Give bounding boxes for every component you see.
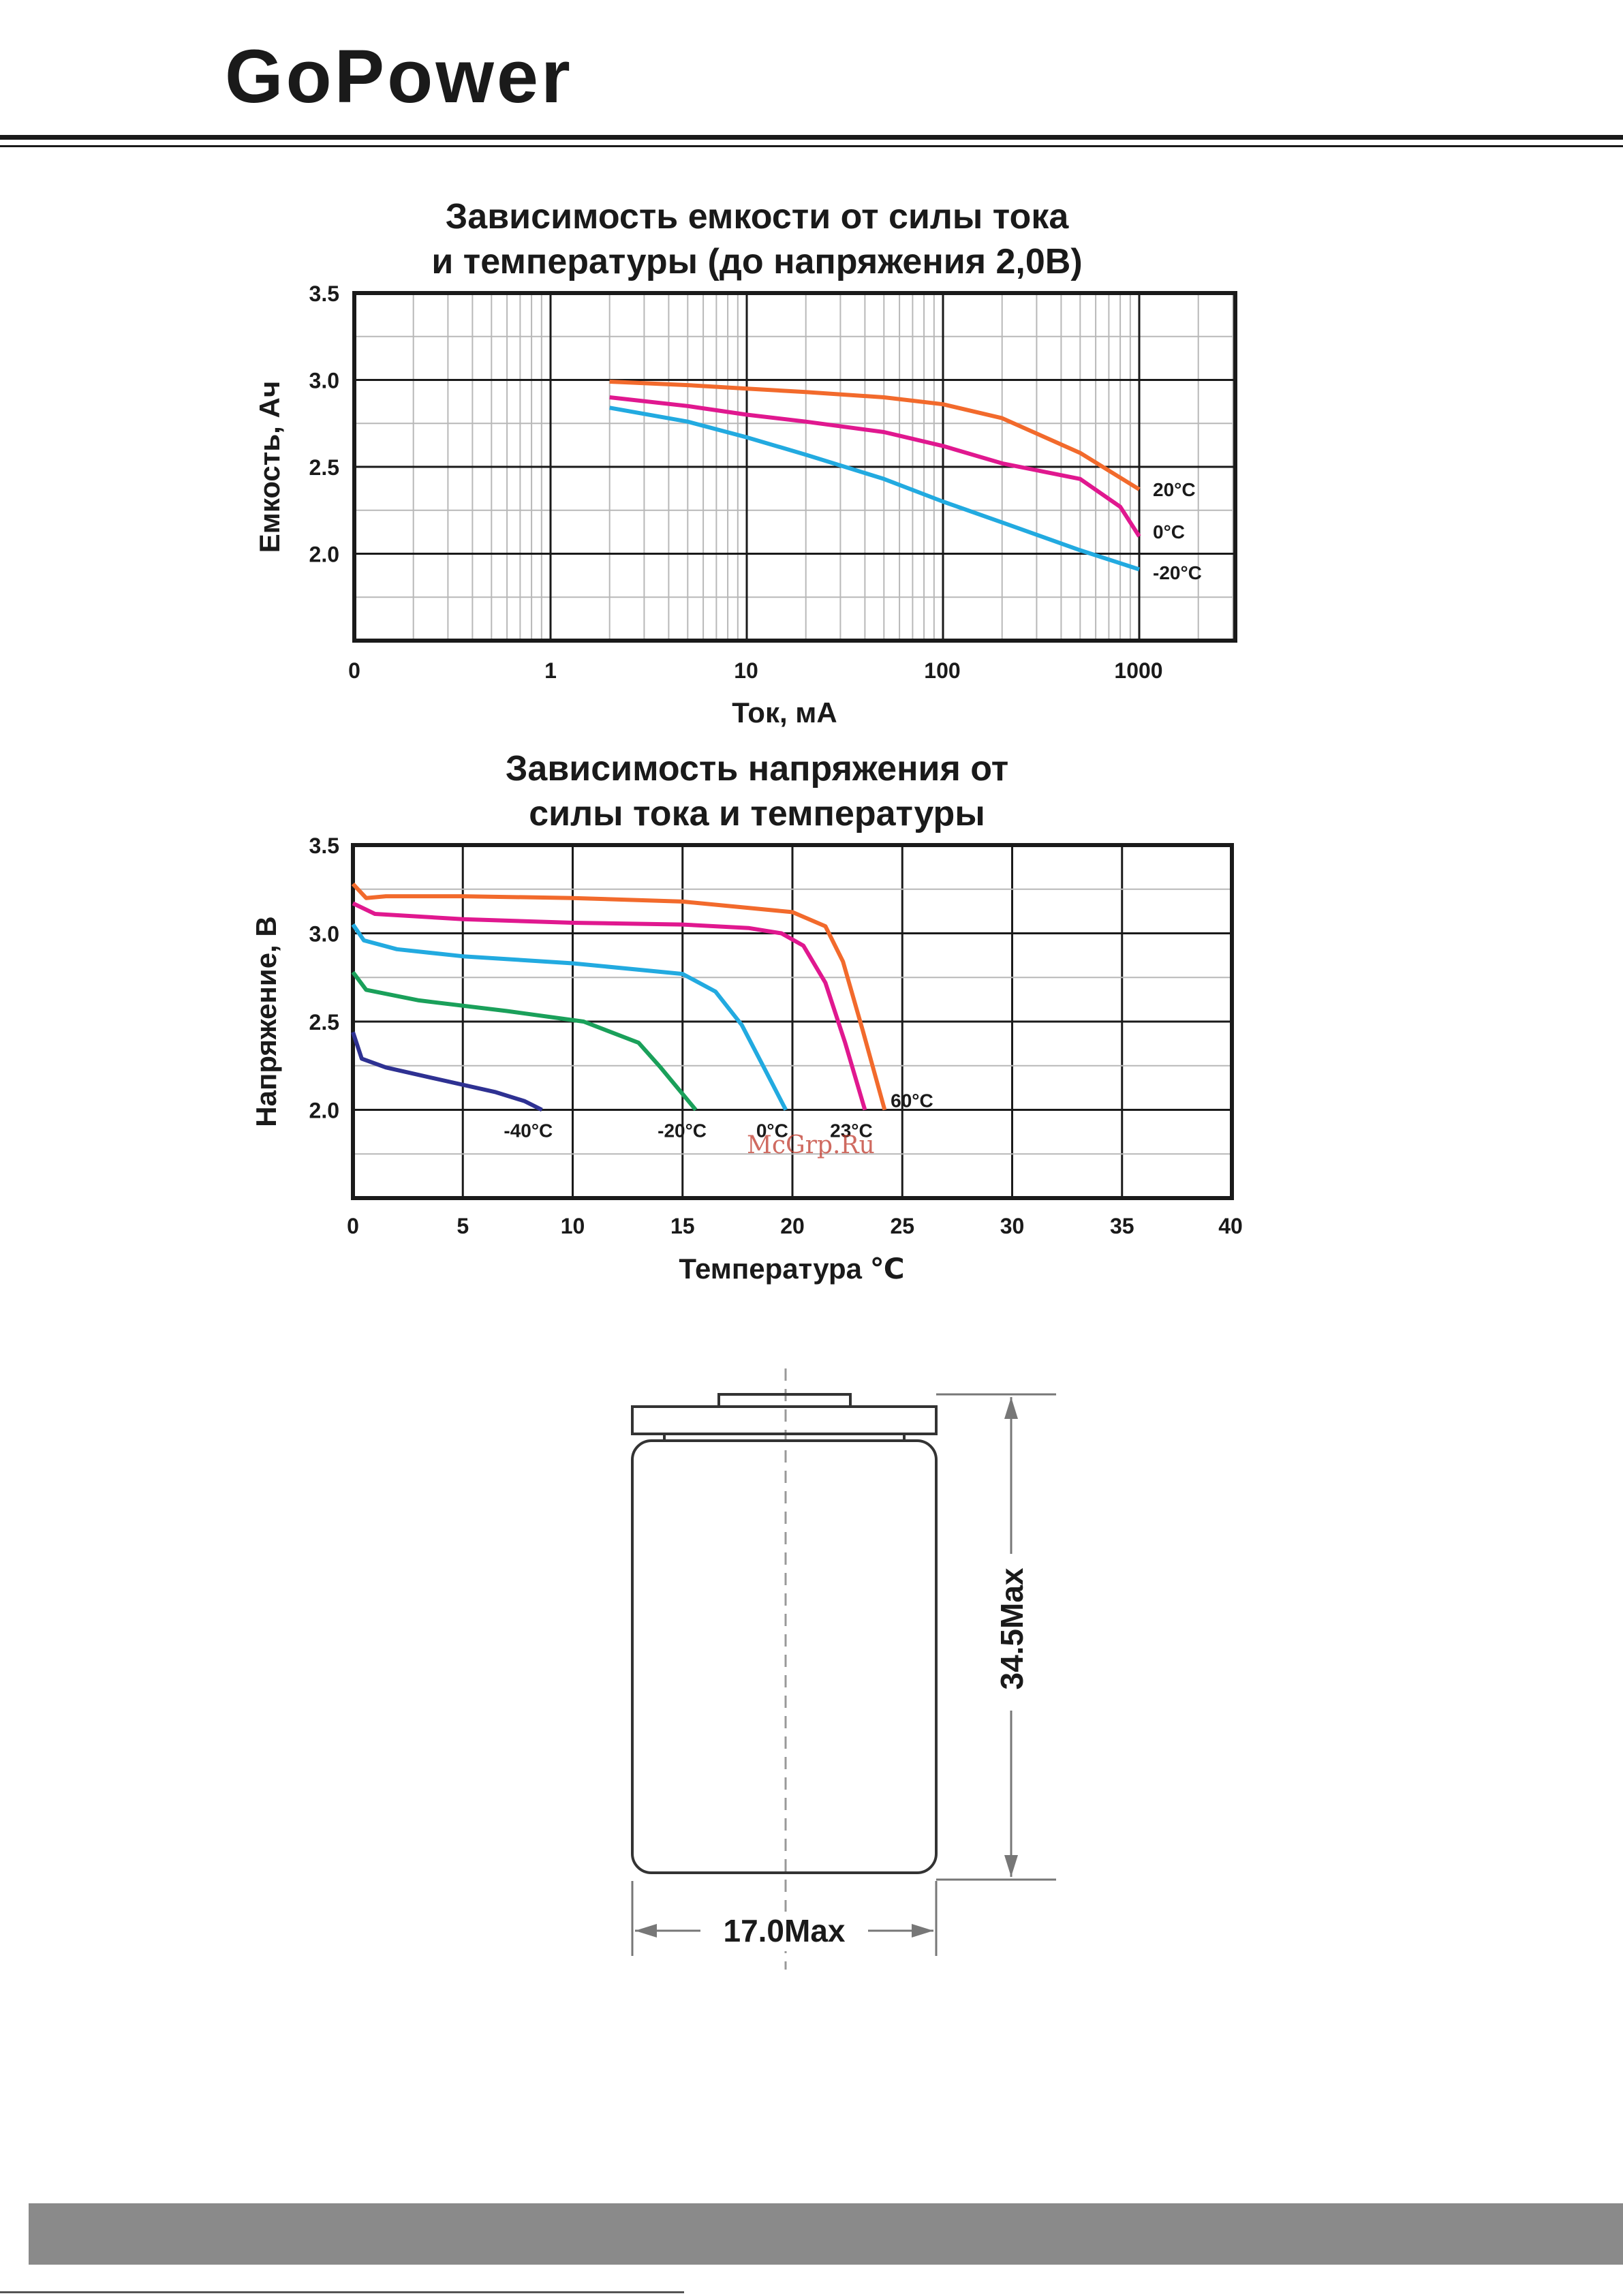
x-tick-label: 0 (347, 1214, 359, 1238)
capacity-chart: 3.5 3.0 2.5 2.0 0 1 10 100 1000 Ток, мА Емкость, А… (253, 281, 1237, 729)
chart1-title: Зависимость емкости от силы тока и темпе… (0, 194, 1623, 284)
y-tick-label: 3.5 (309, 281, 339, 306)
x-tick-label: 10 (734, 658, 758, 683)
header-rule-thin (0, 145, 1623, 147)
series-line (351, 923, 788, 1111)
x-tick-label: 10 (561, 1214, 585, 1238)
series-line (609, 395, 1141, 538)
y-axis-label: Емкость, Ач (253, 381, 285, 553)
series-line (609, 405, 1140, 572)
x-tick-label: 5 (457, 1214, 469, 1238)
series-line (609, 380, 1141, 491)
series-label: -20°C (1153, 562, 1202, 583)
watermark: McGrp.Ru (747, 1131, 875, 1159)
x-tick-label: 30 (1000, 1214, 1025, 1238)
x-tick-label: 20 (780, 1214, 805, 1238)
battery-body (631, 1439, 938, 1874)
plot-frame (352, 291, 1237, 643)
y-tick-label: 3.0 (309, 922, 339, 947)
x-tick-label: 1000 (1114, 658, 1162, 683)
chart2-title-line1: Зависимость напряжения от (505, 749, 1009, 789)
y-axis-label: Напряжение, В (250, 916, 282, 1127)
series-line (351, 1031, 543, 1112)
x-tick-label: 1 (544, 658, 557, 683)
width-label: 17.0Max (723, 1913, 845, 1948)
chart2-title: Зависимость напряжения от силы тока и те… (0, 746, 1623, 836)
footer-bar (29, 2203, 1623, 2265)
series-label: 60°C (891, 1090, 933, 1112)
series-line (351, 882, 887, 1111)
series-label: 23°C (830, 1120, 873, 1142)
y-tick-label: 2.5 (309, 1010, 339, 1035)
series-label: -40°C (504, 1120, 553, 1142)
battery-cap (631, 1405, 938, 1435)
chart1-title-line1: Зависимость емкости от силы тока (445, 197, 1069, 236)
x-tick-label: 40 (1218, 1214, 1243, 1238)
voltage-chart: 3.5 3.0 2.5 2.0 0 5 10 15 20 25 30 35 40 Температура … (250, 833, 1243, 1285)
chart1-title-line2: и температуры (до напряжения 2,0В) (431, 242, 1083, 281)
series-label: 0°C (756, 1120, 788, 1142)
y-tick-label: 3.5 (309, 833, 339, 858)
series-line (351, 970, 698, 1112)
x-tick-label: 25 (890, 1214, 914, 1238)
series-line (352, 901, 867, 1111)
series-label: 0°C (1153, 521, 1185, 542)
series-label: 20°C (1153, 479, 1196, 500)
gopower-logo: GoPower (225, 35, 573, 119)
y-tick-label: 2.0 (309, 1099, 339, 1123)
x-tick-label: 15 (670, 1214, 695, 1238)
y-tick-label: 2.0 (309, 542, 339, 567)
y-tick-label: 3.0 (309, 369, 339, 393)
x-tick-label: 35 (1110, 1214, 1134, 1238)
x-axis-label: Температура ℃ (679, 1253, 904, 1285)
battery-drawing: 34.5Max 17.0Max (631, 1368, 1056, 1970)
chart2-title-line2: силы тока и температуры (529, 794, 985, 833)
footer-line (0, 2291, 684, 2293)
x-tick-label: 100 (924, 658, 960, 683)
y-tick-label: 2.5 (309, 455, 339, 480)
header-rule (0, 135, 1623, 140)
x-tick-label: 0 (348, 658, 360, 683)
plot-frame (351, 843, 1234, 1200)
height-label: 34.5Max (994, 1567, 1030, 1689)
x-axis-label: Ток, мА (732, 697, 837, 729)
series-label: -20°C (658, 1120, 707, 1142)
